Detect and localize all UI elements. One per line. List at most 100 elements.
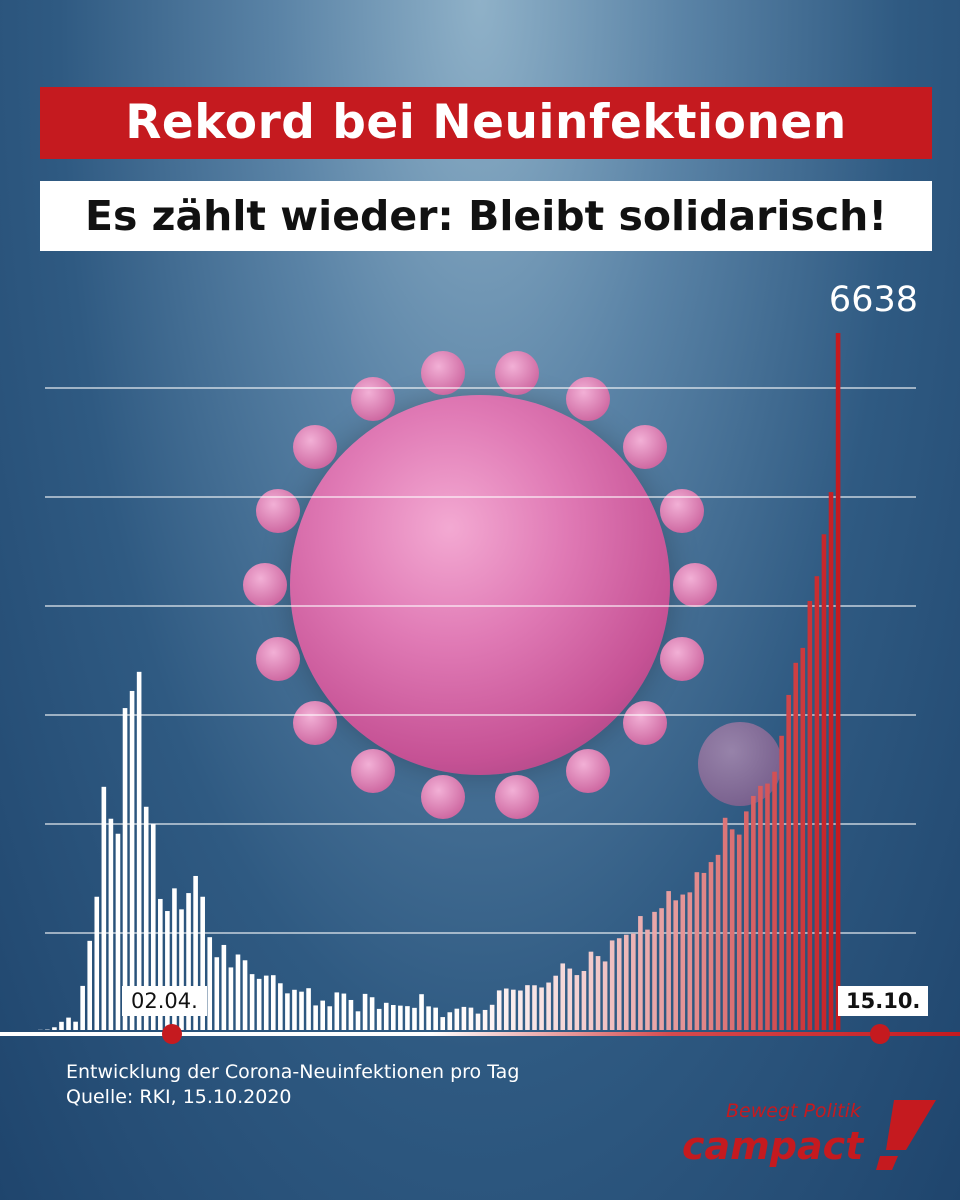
brand-tagline: Bewegt Politik <box>726 1100 861 1122</box>
bar <box>426 1006 431 1030</box>
bar <box>440 1017 446 1030</box>
bar <box>765 783 770 1030</box>
virus-spike <box>495 774 540 819</box>
virus-spike <box>673 563 717 607</box>
bar <box>193 875 198 1030</box>
bar <box>828 492 834 1031</box>
bar <box>835 333 841 1030</box>
bar <box>659 908 664 1030</box>
bar <box>129 690 135 1030</box>
bar <box>87 940 93 1030</box>
bar <box>687 892 693 1030</box>
bar <box>708 862 714 1030</box>
bar <box>511 989 516 1030</box>
bar <box>638 916 643 1030</box>
bar <box>673 900 678 1030</box>
bar <box>814 576 820 1030</box>
bar <box>532 985 537 1030</box>
bar <box>327 1006 333 1030</box>
bar <box>108 818 114 1030</box>
bar <box>666 891 671 1030</box>
bar <box>334 992 340 1030</box>
bar <box>482 1009 488 1030</box>
bar <box>539 987 544 1030</box>
bar <box>758 785 763 1030</box>
bar <box>680 894 686 1030</box>
bar <box>793 662 799 1030</box>
bar <box>751 795 756 1030</box>
bar <box>66 1017 71 1030</box>
bar <box>285 993 290 1030</box>
peak-value-label: 6638 <box>828 280 918 320</box>
bar <box>701 872 707 1030</box>
bar <box>179 909 184 1030</box>
date-end-marker <box>870 1024 890 1044</box>
bar <box>80 985 85 1030</box>
brand-logo: Bewegt Politik campact <box>670 1092 940 1182</box>
virus-spike <box>243 563 287 607</box>
virus-spike <box>293 701 338 746</box>
bar <box>235 954 241 1030</box>
virus-spike <box>622 701 667 746</box>
bar <box>391 1005 396 1030</box>
bar <box>186 893 191 1030</box>
bar <box>228 967 234 1030</box>
bar <box>574 975 580 1030</box>
virus-main <box>290 395 670 775</box>
bar <box>200 896 205 1030</box>
virus-spike <box>420 774 465 819</box>
bar <box>525 985 530 1030</box>
bar <box>59 1021 64 1030</box>
bar <box>496 990 502 1030</box>
brand-name: campact <box>682 1124 864 1168</box>
bar <box>602 961 608 1030</box>
bar <box>158 898 163 1030</box>
source-line: Quelle: RKI, 15.10.2020 <box>66 1086 292 1108</box>
virus-spike <box>565 749 610 794</box>
bar <box>560 963 566 1030</box>
bar <box>729 829 735 1030</box>
exclamation-icon <box>876 1100 936 1170</box>
bar <box>553 975 558 1030</box>
bar <box>242 960 248 1030</box>
bar <box>292 989 297 1030</box>
date-end-label: 15.10. <box>838 986 929 1016</box>
bar <box>101 786 107 1030</box>
bar <box>475 1013 481 1030</box>
bar <box>362 993 368 1030</box>
bar <box>383 1002 389 1030</box>
virus-spike <box>255 636 300 681</box>
bar <box>447 1012 453 1030</box>
bar <box>616 938 622 1030</box>
x-axis <box>0 1032 960 1036</box>
bar <box>588 951 594 1030</box>
bar <box>744 811 749 1030</box>
date-start-marker <box>162 1024 182 1044</box>
bar <box>631 933 636 1030</box>
bar <box>94 896 100 1030</box>
bar <box>652 911 657 1030</box>
bar <box>461 1006 467 1030</box>
bar <box>165 911 170 1030</box>
date-start-label: 02.04. <box>122 986 207 1016</box>
subtitle-banner: Es zählt wieder: Bleibt solidarisch! <box>40 181 932 251</box>
bar <box>73 1021 78 1030</box>
bar <box>299 991 304 1030</box>
bar <box>468 1007 474 1030</box>
bar <box>419 994 424 1030</box>
bar <box>609 940 615 1030</box>
bar <box>256 978 262 1030</box>
title-banner: Rekord bei Neuinfektionen <box>40 87 932 159</box>
bar <box>503 988 509 1030</box>
bar <box>52 1027 57 1030</box>
bar <box>263 975 269 1030</box>
bar <box>722 817 728 1030</box>
bar <box>270 975 276 1030</box>
virus-spike <box>350 376 395 421</box>
bar <box>772 771 777 1030</box>
bar <box>821 534 827 1030</box>
bar <box>143 806 149 1030</box>
bar <box>207 937 213 1030</box>
bar <box>221 944 227 1030</box>
